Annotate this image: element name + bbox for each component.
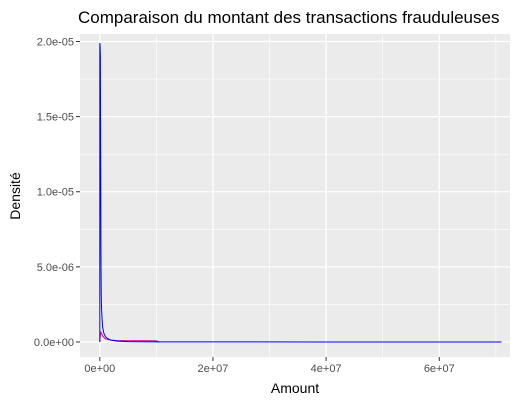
x-tick-label: 6e+07 <box>424 363 455 375</box>
y-tick-label: 1.0e-05 <box>37 187 74 199</box>
y-tick-label: 5.0e-06 <box>37 262 74 274</box>
y-tick-label: 0.0e+00 <box>34 337 74 349</box>
y-axis: 0.0e+00 5.0e-06 1.0e-05 1.5e-05 2.0e-05 <box>34 37 80 349</box>
density-curve <box>99 42 502 343</box>
chart-title: Comparaison du montant des transactions … <box>78 8 499 27</box>
x-tick-label: 0e+00 <box>84 363 115 375</box>
x-tick-label: 4e+07 <box>311 363 342 375</box>
x-tick-label: 2e+07 <box>198 363 229 375</box>
x-axis: 0e+00 2e+07 4e+07 6e+07 <box>84 357 455 375</box>
density-series <box>99 42 502 343</box>
plot-panel <box>80 34 510 357</box>
y-tick-label: 1.5e-05 <box>37 112 74 124</box>
x-axis-title: Amount <box>271 380 319 396</box>
density-curve <box>99 330 160 343</box>
y-tick-label: 2.0e-05 <box>37 37 74 49</box>
y-axis-title: Densité <box>7 172 23 220</box>
